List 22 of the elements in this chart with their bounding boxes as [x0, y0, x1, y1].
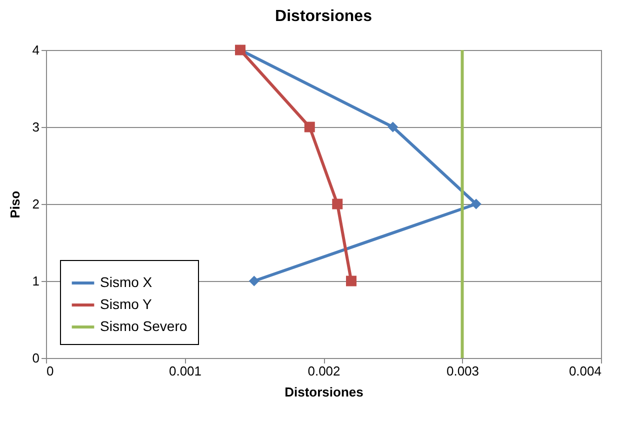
x-tick-label: 0.003: [446, 364, 480, 378]
point: [470, 198, 482, 210]
point: [388, 122, 398, 132]
x-axis-title: Distorsiones: [284, 384, 364, 400]
y-tick-label: 1: [32, 274, 40, 288]
y-tick-label: 4: [32, 42, 40, 58]
legend-label: Sismo Y: [100, 296, 153, 312]
legend-label: Sismo X: [100, 274, 153, 290]
x-tick-label: 0.004: [568, 364, 602, 378]
x-tick-label: 0.001: [168, 364, 202, 378]
y-tick-label: 2: [32, 196, 40, 212]
y-tick-label: 3: [32, 120, 40, 134]
point: [346, 276, 356, 286]
x-tick-label: 0: [46, 364, 54, 378]
point: [332, 198, 343, 210]
y-tick-label: 0: [32, 350, 40, 366]
chart-title: Distorsiones: [275, 8, 372, 25]
x-tick-label: 0.002: [308, 364, 340, 378]
legend-label: Sismo Severo: [100, 318, 188, 334]
point: [248, 276, 260, 286]
point: [304, 122, 315, 132]
y-axis-title: Piso: [7, 190, 22, 218]
